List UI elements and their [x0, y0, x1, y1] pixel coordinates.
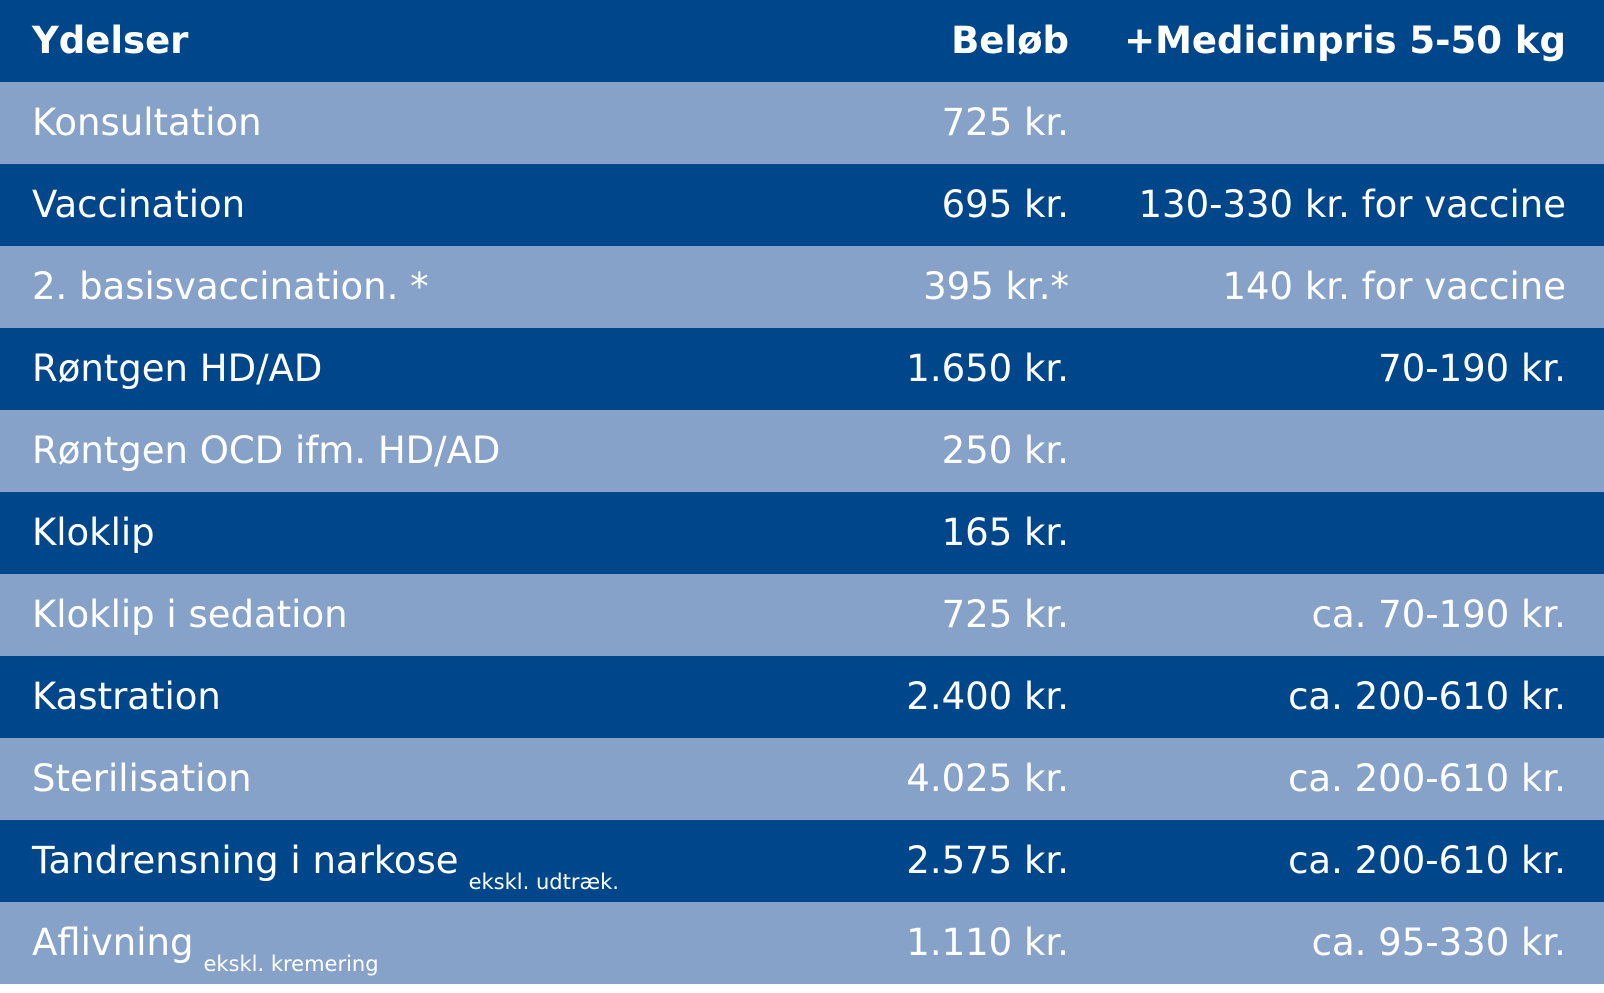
- table-row: Kloklip i sedation 725 kr. ca. 70-190 kr…: [0, 574, 1604, 656]
- amount-cell: 695 kr.: [941, 183, 1069, 226]
- amount-cell: 725 kr.: [941, 593, 1069, 636]
- table-row: Tandrensning i narkose ekskl. udtræk. 2.5…: [0, 820, 1604, 902]
- amount-cell: 725 kr.: [941, 101, 1069, 144]
- amount-cell: 250 kr.: [941, 429, 1069, 472]
- service-cell: 2. basisvaccination. *: [32, 265, 429, 308]
- table-row: Kloklip 165 kr.: [0, 492, 1604, 574]
- medicine-cell: ca. 200-610 kr.: [1288, 675, 1566, 718]
- amount-cell: 4.025 kr.: [906, 757, 1069, 800]
- medicine-cell: ca. 200-610 kr.: [1288, 757, 1566, 800]
- table-row: 2. basisvaccination. * 395 kr.* 140 kr. …: [0, 246, 1604, 328]
- medicine-cell: 130-330 kr. for vaccine: [1138, 183, 1566, 226]
- medicine-cell: 70-190 kr.: [1378, 347, 1566, 390]
- table-header-row: Ydelser Beløb +Medicinpris 5-50 kg: [0, 0, 1604, 82]
- service-cell: Vaccination: [32, 183, 246, 226]
- service-cell: Kloklip: [32, 511, 155, 554]
- amount-cell: 395 kr.*: [923, 265, 1069, 308]
- medicine-cell: ca. 200-610 kr.: [1288, 839, 1566, 882]
- amount-cell: 2.575 kr.: [906, 839, 1069, 882]
- medicine-cell: ca. 70-190 kr.: [1311, 593, 1566, 636]
- header-amount: Beløb: [951, 19, 1069, 62]
- header-service: Ydelser: [32, 19, 189, 62]
- table-row: Vaccination 695 kr. 130-330 kr. for vacc…: [0, 164, 1604, 246]
- header-medicine: +Medicinpris 5-50 kg: [1124, 19, 1566, 62]
- service-cell: Røntgen OCD ifm. HD/AD: [32, 429, 501, 472]
- amount-cell: 1.110 kr.: [906, 921, 1069, 964]
- table-row: Røntgen HD/AD 1.650 kr. 70-190 kr.: [0, 328, 1604, 410]
- table-row: Sterilisation 4.025 kr. ca. 200-610 kr.: [0, 738, 1604, 820]
- medicine-cell: 140 kr. for vaccine: [1222, 265, 1566, 308]
- amount-cell: 165 kr.: [941, 511, 1069, 554]
- table-row: Røntgen OCD ifm. HD/AD 250 kr.: [0, 410, 1604, 492]
- service-cell: Røntgen HD/AD: [32, 347, 323, 390]
- table-row: Kastration 2.400 kr. ca. 200-610 kr.: [0, 656, 1604, 738]
- amount-cell: 2.400 kr.: [906, 675, 1069, 718]
- table-row: Aflivning ekskl. kremering 1.110 kr. ca. …: [0, 902, 1604, 984]
- service-cell: Sterilisation: [32, 757, 252, 800]
- service-cell: Aflivning ekskl. kremering: [32, 921, 379, 976]
- medicine-cell: ca. 95-330 kr.: [1311, 921, 1566, 964]
- service-cell: Tandrensning i narkose ekskl. udtræk.: [32, 839, 619, 894]
- service-cell: Konsultation: [32, 101, 262, 144]
- amount-cell: 1.650 kr.: [906, 347, 1069, 390]
- service-note: ekskl. udtræk.: [468, 870, 619, 894]
- table-row: Konsultation 725 kr.: [0, 82, 1604, 164]
- service-cell: Kloklip i sedation: [32, 593, 348, 636]
- service-cell: Kastration: [32, 675, 221, 718]
- service-note: ekskl. kremering: [203, 952, 379, 976]
